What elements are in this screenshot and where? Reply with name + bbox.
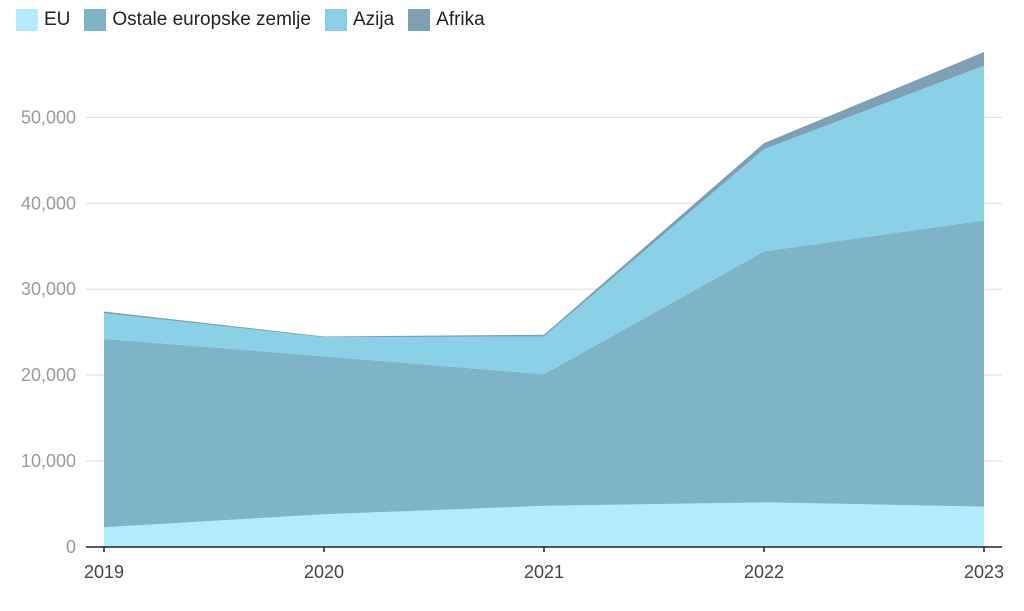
- legend-item-eu: EU: [16, 9, 70, 31]
- legend-swatch-eu: [16, 9, 38, 31]
- y-tick-label: 0: [66, 537, 76, 557]
- legend-label-ostale: Ostale europske zemlje: [112, 9, 311, 30]
- x-tick-label: 2023: [964, 562, 1004, 582]
- y-tick-label: 20,000: [21, 365, 76, 385]
- legend-label-afrika: Afrika: [436, 9, 485, 30]
- legend-label-eu: EU: [44, 9, 71, 30]
- legend-item-azija: Azija: [324, 9, 395, 31]
- legend-label-azija: Azija: [352, 9, 395, 30]
- area-eu: [104, 502, 984, 547]
- x-tick-label: 2021: [524, 562, 564, 582]
- x-tick-label: 2019: [84, 562, 124, 582]
- legend-item-ostale: Ostale europske zemlje: [84, 9, 311, 31]
- y-tick-label: 10,000: [21, 451, 76, 471]
- y-tick-label: 30,000: [21, 279, 76, 299]
- y-tick-label: 40,000: [21, 193, 76, 213]
- legend-swatch-ostale: [84, 9, 107, 31]
- x-tick-label: 2020: [304, 562, 344, 582]
- area-azija: [104, 65, 984, 375]
- area-ostale-europske-zemlje: [104, 220, 984, 528]
- axes: 0 10,000 20,000 30,000 40,000 50,000 2019 2020 2…: [21, 107, 1004, 582]
- legend-item-afrika: Afrika: [408, 9, 485, 31]
- chart-legend: EU Ostale europske zemlje Azija Afrika: [16, 6, 485, 34]
- area-series: [104, 52, 984, 547]
- x-tick-label: 2022: [744, 562, 784, 582]
- legend-swatch-afrika: [408, 9, 431, 31]
- y-tick-label: 50,000: [21, 107, 76, 127]
- legend-swatch-azija: [324, 9, 347, 31]
